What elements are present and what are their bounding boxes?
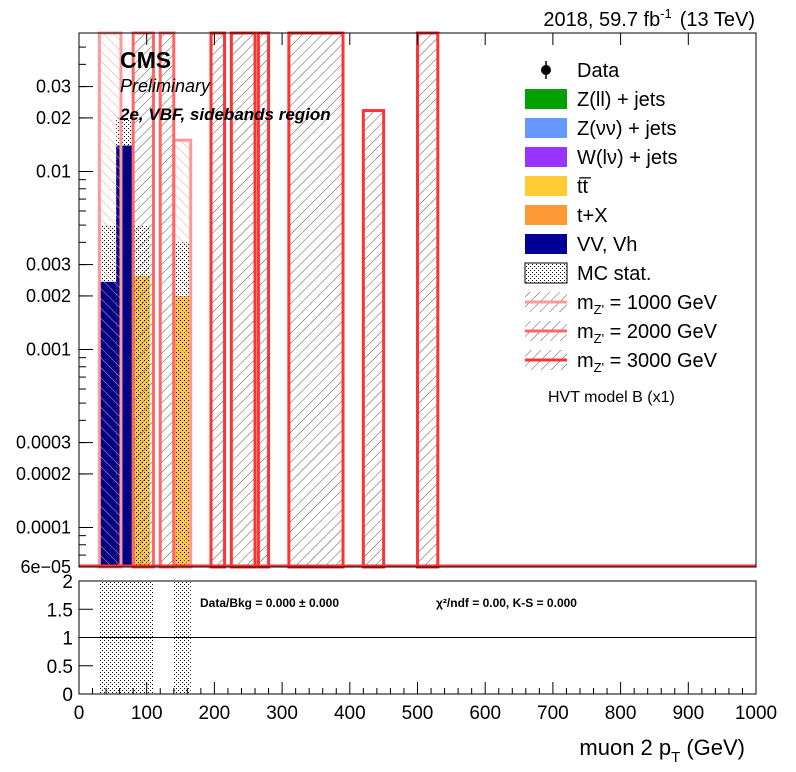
lumi-sup: -1	[660, 6, 672, 21]
signal-3-bin-3	[287, 31, 345, 569]
legend-swatch-3	[525, 147, 567, 167]
ratio-y-tick-label-3: 1.5	[47, 600, 73, 621]
x-tick-label-10: 1000	[735, 703, 777, 724]
x-tick-label-1: 100	[131, 703, 163, 724]
legend-label-9: mZ' = 2000 GeV	[577, 321, 718, 346]
legend-swatch-4	[525, 176, 567, 196]
legend-label-3: W(lν) + jets	[577, 147, 678, 169]
y-tick-label-3: 0.003	[26, 255, 71, 275]
legend-label-5: t+X	[577, 205, 608, 227]
region-label: 2e, VBF, sidebands region	[119, 105, 331, 124]
ratio-y-tick-label-2: 1	[62, 629, 73, 650]
legend-item-1: Z(ll) + jets	[525, 89, 665, 111]
main-pad: 0.03 0.02 0.01 0.003 0.002 0.001 0.0003 0.0002 0…	[16, 31, 757, 577]
x-axis-label-main: muon 2 p	[579, 735, 671, 760]
signal-3-bin-4	[361, 109, 386, 569]
x-tick-label-9: 900	[672, 703, 704, 724]
signal-1-bin-0	[97, 31, 123, 569]
legend-stat-swatch	[524, 262, 568, 284]
legend-item-3: W(lν) + jets	[525, 147, 678, 169]
ratio-y-tick-label-4: 2	[62, 572, 73, 593]
lumi-label: 2018, 59.7 fb-1 (13 TeV)	[543, 6, 755, 31]
legend-label-7: MC stat.	[577, 263, 651, 285]
legend-swatch-2	[525, 118, 567, 138]
x-tick-label-8: 800	[605, 703, 637, 724]
energy-label: (13 TeV)	[680, 9, 755, 31]
x-axis-label-sub: T	[671, 749, 680, 766]
x-axis-label-unit: (GeV)	[686, 735, 745, 760]
legend-item-5: t+X	[525, 205, 608, 227]
y-tick-label-8: 0.0001	[16, 518, 71, 538]
signal-layer	[79, 31, 756, 569]
legend-note: HVT model B (x1)	[548, 389, 675, 406]
ratio-y-tick-label-0: 0	[62, 685, 73, 706]
legend-item-6: VV, Vh	[525, 234, 637, 256]
y-tick-label-5: 0.001	[26, 340, 71, 360]
signal-3-bin-5	[416, 31, 440, 569]
legend-item-0: Data	[541, 60, 620, 82]
x-tick-label-6: 600	[469, 703, 501, 724]
ratio-pad: 0 0.5 1 1.5 2 0 100 200 300 400 500 600 700 800 900 10…	[47, 33, 777, 724]
y-tick-label-7: 0.0002	[16, 464, 71, 484]
x-tick-label-3: 300	[266, 703, 298, 724]
legend-swatch-6	[525, 234, 567, 254]
y-tick-label-2: 0.01	[36, 162, 71, 182]
y-tick-label-1: 0.02	[36, 108, 71, 128]
x-tick-label-2: 200	[199, 703, 231, 724]
legend-label-2: Z(νν) + jets	[577, 118, 676, 140]
x-axis-label: muon 2 pT (GeV)	[579, 735, 745, 766]
signal-1-bin-1	[172, 138, 193, 569]
ratio-chi2-text: χ²/ndf = 0.00, K-S = 0.000	[436, 596, 577, 610]
legend-swatch-1	[525, 89, 567, 109]
legend-item-2: Z(νν) + jets	[525, 118, 676, 140]
y-axis: 0.03 0.02 0.01 0.003 0.002 0.001 0.0003 0.0002 0…	[16, 32, 93, 577]
legend-item-10: mZ' = 3000 GeV	[525, 350, 718, 375]
y-tick-label-6: 0.0003	[16, 433, 71, 453]
legend-item-8: mZ' = 1000 GeV	[525, 292, 718, 317]
y-tick-label-9: 6e−05	[20, 557, 71, 577]
x-axis: 0 100 200 300 400 500 600 700 800 900 1000	[74, 33, 777, 724]
legend-label-0: Data	[577, 60, 620, 82]
ratio-layer	[79, 581, 756, 694]
legend-label-6: VV, Vh	[577, 234, 637, 256]
legend-swatch-5	[525, 205, 567, 225]
y-tick-label-4: 0.002	[26, 286, 71, 306]
ratio-y-axis: 0 0.5 1 1.5 2	[47, 572, 93, 706]
y-tick-label-0: 0.03	[36, 77, 71, 97]
legend: Data Z(ll) + jets Z(νν) + jets W(lν) + jets…	[524, 60, 718, 375]
legend-item-7: MC stat.	[524, 262, 651, 285]
legend-label-8: mZ' = 1000 GeV	[577, 292, 718, 317]
ratio-y-tick-label-1: 0.5	[47, 657, 73, 678]
ratio-databkg-text: Data/Bkg = 0.000 ± 0.000	[200, 596, 339, 610]
x-tick-label-0: 0	[74, 703, 85, 724]
legend-label-4: tt̅	[577, 176, 591, 198]
preliminary-label: Preliminary	[120, 76, 211, 96]
x-tick-label-5: 500	[402, 703, 434, 724]
cms-label: CMS	[120, 47, 171, 73]
legend-item-9: mZ' = 2000 GeV	[525, 321, 718, 346]
legend-label-10: mZ' = 3000 GeV	[577, 350, 718, 375]
legend-item-4: tt̅	[525, 176, 591, 198]
x-tick-label-4: 400	[334, 703, 366, 724]
lumi-prefix: 2018, 59.7 fb	[543, 9, 660, 31]
x-tick-label-7: 700	[537, 703, 569, 724]
legend-label-1: Z(ll) + jets	[577, 89, 665, 111]
